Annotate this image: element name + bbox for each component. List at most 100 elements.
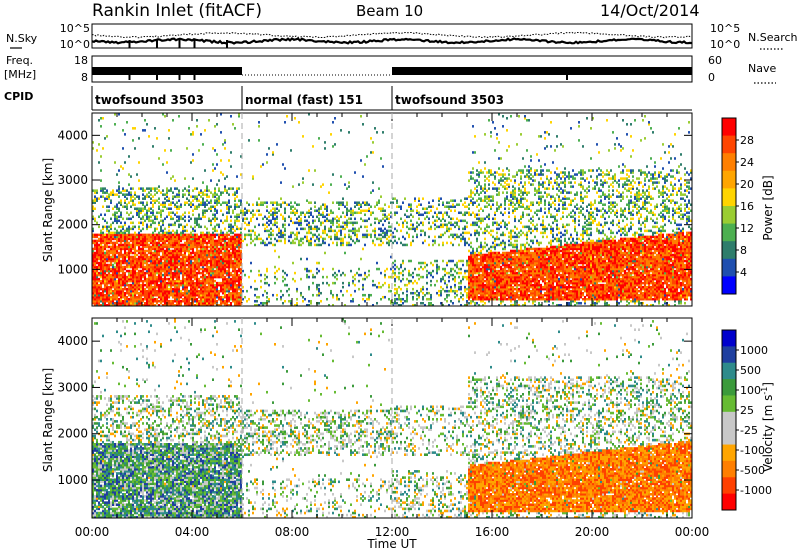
heatmap-cell	[212, 249, 214, 253]
heatmap-cell	[182, 245, 184, 249]
heatmap-cell	[226, 207, 228, 210]
heatmap-cell	[140, 235, 142, 239]
heatmap-cell	[380, 285, 382, 289]
heatmap-cell	[100, 253, 102, 257]
heatmap-cell	[390, 239, 392, 243]
heatmap-cell	[108, 197, 110, 200]
heatmap-cell	[94, 189, 96, 192]
heatmap-cell	[124, 301, 126, 305]
heatmap-cell	[122, 287, 124, 291]
heatmap-cell	[210, 239, 212, 243]
heatmap-cell	[148, 301, 150, 305]
heatmap-cell	[178, 193, 180, 196]
heatmap-cell	[158, 263, 160, 267]
heatmap-cell	[116, 219, 118, 223]
heatmap-cell	[168, 291, 170, 295]
heatmap-cell	[422, 213, 424, 217]
heatmap-cell	[262, 201, 264, 204]
heatmap-cell	[294, 241, 296, 245]
heatmap-cell	[388, 217, 390, 221]
heatmap-cell	[94, 295, 96, 299]
heatmap-cell	[234, 235, 236, 239]
heatmap-cell	[148, 273, 150, 277]
heatmap-cell	[144, 129, 146, 132]
heatmap-cell	[300, 291, 302, 295]
heatmap-cell	[142, 281, 144, 285]
heatmap-cell	[112, 189, 114, 192]
heatmap-cell	[228, 275, 230, 279]
heatmap-cell	[226, 289, 228, 293]
heatmap-cell	[226, 189, 228, 192]
heatmap-cell	[216, 163, 218, 166]
heatmap-cell	[176, 201, 178, 204]
heatmap-cell	[228, 201, 230, 204]
power-heatmap-cells	[92, 113, 692, 307]
heatmap-cell	[244, 217, 246, 221]
heatmap-cell	[180, 295, 182, 299]
heatmap-cell	[224, 241, 226, 245]
heatmap-cell	[332, 223, 334, 227]
heatmap-cell	[108, 237, 110, 241]
heatmap-cell	[182, 233, 184, 237]
heatmap-cell	[382, 207, 384, 210]
heatmap-cell	[92, 299, 94, 303]
heatmap-cell	[174, 297, 176, 301]
heatmap-cell	[256, 299, 258, 303]
heatmap-cell	[150, 289, 152, 293]
heatmap-cell	[406, 287, 408, 291]
heatmap-cell	[394, 213, 396, 217]
heatmap-cell	[176, 195, 178, 198]
heatmap-cell	[142, 241, 144, 245]
heatmap-cell	[406, 221, 408, 225]
heatmap-cell	[354, 273, 356, 277]
heatmap-cell	[124, 205, 126, 208]
heatmap-cell	[468, 259, 470, 263]
heatmap-cell	[184, 283, 186, 287]
heatmap-cell	[402, 243, 404, 247]
heatmap-cell	[478, 287, 480, 291]
heatmap-cell	[254, 237, 256, 241]
heatmap-cell	[94, 299, 96, 303]
heatmap-cell	[334, 235, 336, 239]
heatmap-cell	[306, 275, 308, 279]
heatmap-cell	[220, 191, 222, 194]
heatmap-cell	[196, 199, 198, 202]
heatmap-cell	[228, 279, 230, 283]
heatmap-cell	[92, 241, 94, 245]
heatmap-cell	[240, 201, 242, 204]
heatmap-cell	[466, 275, 468, 279]
heatmap-cell	[142, 289, 144, 293]
heatmap-cell	[154, 289, 156, 293]
heatmap-cell	[138, 269, 140, 273]
heatmap-cell	[110, 201, 112, 204]
heatmap-cell	[208, 219, 210, 223]
heatmap-cell	[102, 281, 104, 285]
heatmap-cell	[220, 257, 222, 261]
heatmap-cell	[154, 247, 156, 251]
heatmap-cell	[218, 275, 220, 279]
heatmap-cell	[110, 281, 112, 285]
heatmap-cell	[132, 233, 134, 237]
heatmap-cell	[320, 223, 322, 227]
heatmap-cell	[406, 299, 408, 303]
heatmap-cell	[134, 203, 136, 206]
heatmap-cell	[184, 219, 186, 223]
heatmap-cell	[162, 255, 164, 259]
heatmap-cell	[232, 235, 234, 239]
heatmap-cell	[146, 193, 148, 196]
heatmap-cell	[128, 271, 130, 275]
heatmap-cell	[434, 235, 436, 239]
heatmap-cell	[478, 181, 480, 184]
heatmap-cell	[224, 253, 226, 257]
heatmap-cell	[306, 269, 308, 273]
heatmap-cell	[162, 203, 164, 206]
heatmap-cell	[170, 259, 172, 263]
heatmap-cell	[332, 211, 334, 215]
heatmap-cell	[96, 189, 98, 192]
heatmap-cell	[248, 209, 250, 213]
heatmap-cell	[468, 195, 470, 198]
heatmap-cell	[124, 249, 126, 253]
heatmap-cell	[126, 243, 128, 247]
heatmap-cell	[136, 273, 138, 277]
heatmap-cell	[210, 289, 212, 293]
